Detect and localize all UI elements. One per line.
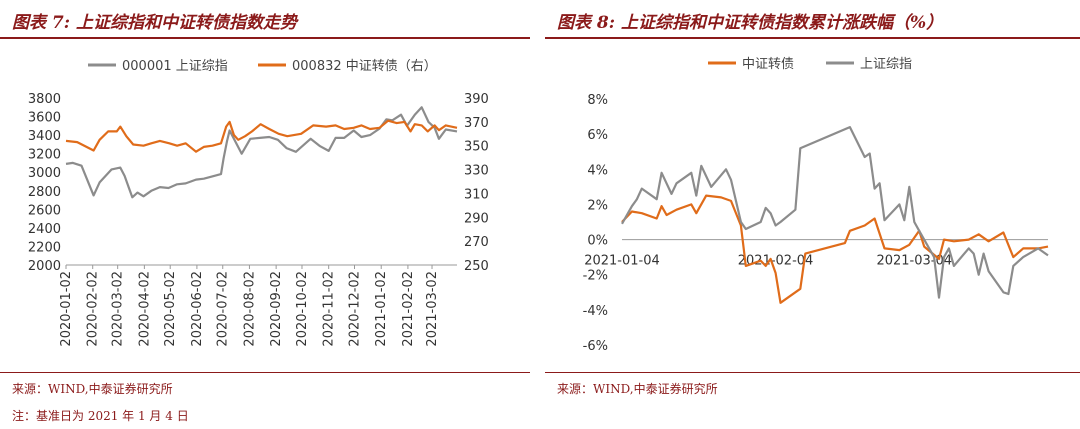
y-right-tick-label: 250 [464,259,489,274]
title-rule [0,37,530,39]
y-tick-label: 6% [587,128,608,143]
y-tick-label: 2% [587,198,608,213]
x-tick-label: 2020-02-02 [86,271,101,347]
x-tick-label: 2020-06-02 [190,271,205,347]
x-tick-label: 2020-12-02 [348,271,363,347]
chart-panel-left: 图表 7: 上证综指和中证转债指数走势 2000 2200 2400 2600 2800… [0,0,530,429]
title-rule [545,37,1080,39]
source-note: 来源：WIND,中泰证券研究所 [12,382,173,396]
y-left-tick-label: 3000 [28,166,61,181]
y-tick-label: -4% [583,304,608,319]
chart-7-svg: 2000 2200 2400 2600 2800 3000 3200 3400 3600 3800… [28,59,489,347]
series-line-convertible-bond [621,194,1049,304]
x-tick-label: 2020-09-02 [269,271,284,347]
x-tick-label: 2020-05-02 [163,271,178,347]
chart-panel-right: 图表 8: 上证综指和中证转债指数累计涨跌幅（%） -6% -4% -2% 0% 2% 4… [545,0,1080,429]
y-tick-label: 4% [587,163,608,178]
y-left-tick-label: 2600 [28,203,61,218]
x-tick-label: 2020-11-02 [322,271,337,347]
x-tick-label: 2020-03-02 [111,271,126,347]
y-tick-label: 0% [587,234,608,249]
legend-label: 000001 上证综指 [122,59,228,74]
y-tick-label: -2% [583,269,608,284]
y-left-tick-label: 2400 [28,222,61,237]
series-line-shanghai-composite [621,126,1049,299]
x-tick-label: 2020-07-02 [216,271,231,347]
y-right-tick-label: 270 [464,235,489,250]
x-tick-label: 2021-01-04 [584,254,660,269]
x-tick-label: 2020-01-02 [59,271,74,347]
y-right-tick-label: 290 [464,211,489,226]
legend-label: 上证综指 [860,57,912,72]
footnote: 注：基准日为 2021 年 1 月 4 日 [12,409,189,423]
figure-title-8: 图表 8: 上证综指和中证转债指数累计涨跌幅（%） [557,13,944,33]
chart-8-svg: -6%-4%-2%0%2%4%6%8%2021-01-04 2021-02-04 2… [583,57,1049,354]
y-right-tick-label: 370 [464,116,489,131]
y-left-tick-label: 3600 [28,111,61,126]
x-tick-label: 2021-02-04 [738,254,814,269]
y-left-tick-label: 3200 [28,148,61,163]
y-left-tick-label: 3400 [28,129,61,144]
y-left-tick-label: 2800 [28,185,61,200]
x-tick-label: 2020-04-02 [137,271,152,347]
x-tick-label: 2021-02-02 [401,271,416,347]
y-tick-label: 8% [587,93,608,108]
y-right-tick-label: 390 [464,92,489,107]
x-tick-label: 2021-01-02 [374,271,389,347]
y-left-tick-label: 2200 [28,240,61,255]
y-left-tick-label: 2000 [28,259,61,274]
legend-label: 000832 中证转债（右） [292,59,437,74]
series-line-convertible-bond [65,119,458,153]
x-tick-label: 2020-10-02 [295,271,310,347]
y-tick-label: -6% [583,339,608,354]
figure-title-7: 图表 7: 上证综指和中证转债指数走势 [12,13,297,33]
y-right-tick-label: 350 [464,140,489,155]
series-line-shanghai-composite [65,106,458,199]
footer-rule [0,372,530,373]
x-tick-label: 2020-08-02 [242,271,257,347]
footer-rule [545,372,1080,373]
source-note: 来源：WIND,中泰证券研究所 [557,382,718,396]
x-tick-label: 2021-03-02 [425,271,440,347]
y-left-tick-label: 3800 [28,92,61,107]
y-right-tick-label: 330 [464,164,489,179]
y-right-tick-label: 310 [464,187,489,202]
legend-label: 中证转债 [742,57,794,72]
